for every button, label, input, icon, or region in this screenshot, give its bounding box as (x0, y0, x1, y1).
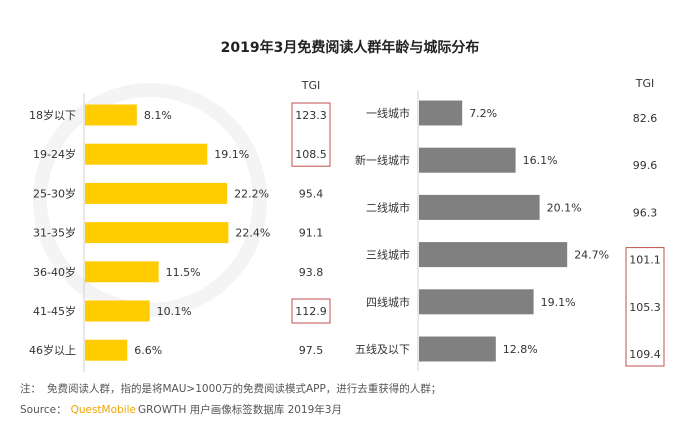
tgi-value: 95.4 (299, 187, 324, 200)
value-label: 11.5% (166, 266, 201, 279)
value-label: 6.6% (134, 344, 162, 357)
category-label: 19-24岁 (33, 147, 76, 161)
value-label: 24.7% (574, 249, 609, 262)
tgi-value: 123.3 (295, 109, 327, 122)
tgi-value: 112.9 (295, 305, 327, 318)
category-label: 41-45岁 (33, 304, 76, 318)
bar (419, 289, 534, 315)
value-label: 20.1% (547, 201, 582, 214)
bar (85, 104, 137, 126)
tgi-highlight-box (291, 102, 331, 167)
bar (85, 143, 208, 165)
value-label: 16.1% (523, 154, 558, 167)
category-label: 46岁以上 (29, 343, 76, 357)
category-label: 18岁以下 (29, 108, 76, 122)
note-label: 注： (20, 382, 41, 395)
source-brand: QuestMobile (71, 404, 136, 416)
tgi-value: 97.5 (299, 344, 324, 357)
bar (85, 182, 228, 204)
tgi-highlight-box (291, 298, 331, 324)
bar (419, 194, 540, 220)
bar (419, 242, 568, 268)
category-label: 四线城市 (366, 295, 410, 309)
tgi-value: 101.1 (629, 254, 661, 267)
value-label: 12.8% (503, 343, 538, 356)
watermark-logo (33, 83, 267, 317)
category-label: 25-30岁 (33, 186, 76, 200)
tgi-value: 93.8 (299, 266, 324, 279)
chart-title: 2019年3月免费阅读人群年龄与城际分布 (221, 39, 480, 56)
category-label: 三线城市 (366, 248, 410, 262)
category-label: 新一线城市 (355, 153, 410, 167)
value-label: 22.4% (235, 227, 270, 240)
category-label: 二线城市 (366, 200, 410, 214)
tgi-header: TGI (635, 77, 655, 90)
watermark-ring (33, 83, 267, 317)
city-chart: TGI 一线城市 7.2% 82.6 新一线城市 16.1% 99.6 二线城市 20.1% 96… (355, 77, 665, 371)
value-label: 8.1% (144, 109, 172, 122)
bar (419, 100, 463, 126)
value-label: 7.2% (469, 107, 497, 120)
tgi-value: 105.3 (629, 301, 661, 314)
tgi-value: 109.4 (629, 348, 661, 361)
bar (419, 147, 516, 173)
tgi-highlight-box (625, 247, 665, 367)
bar (419, 336, 496, 362)
tgi-value: 82.6 (633, 112, 658, 125)
source-label: Source： (20, 404, 67, 416)
value-label: 19.1% (541, 296, 576, 309)
value-label: 22.2% (234, 187, 269, 200)
category-label: 31-35岁 (33, 226, 76, 240)
bar (85, 300, 150, 322)
value-label: 19.1% (214, 148, 249, 161)
value-label: 10.1% (157, 305, 192, 318)
tgi-header: TGI (301, 79, 321, 92)
category-label: 一线城市 (366, 106, 410, 120)
source-line: Source： QuestMobile GROWTH 用户画像标签数据库 2019年… (20, 403, 342, 416)
source-text: GROWTH 用户画像标签数据库 2019年3月 (138, 403, 342, 416)
category-label: 36-40岁 (33, 265, 76, 279)
category-label: 五线及以下 (355, 342, 410, 356)
note-line: 注： 免费阅读人群，指的是将MAU>1000万的免费阅读模式APP，进行去重获得的… (20, 382, 441, 395)
bar (85, 222, 229, 244)
tgi-value: 108.5 (295, 148, 327, 161)
note-text: 免费阅读人群，指的是将MAU>1000万的免费阅读模式APP，进行去重获得的人群… (47, 382, 441, 395)
tgi-value: 96.3 (633, 206, 658, 219)
age-chart: TGI 18岁以下 8.1% 123.3 19-24岁 19.1% 108.5 25-30岁 2… (29, 79, 331, 373)
bar (85, 261, 159, 283)
tgi-value: 91.1 (299, 227, 324, 240)
bar (85, 339, 128, 361)
tgi-value: 99.6 (633, 159, 658, 172)
